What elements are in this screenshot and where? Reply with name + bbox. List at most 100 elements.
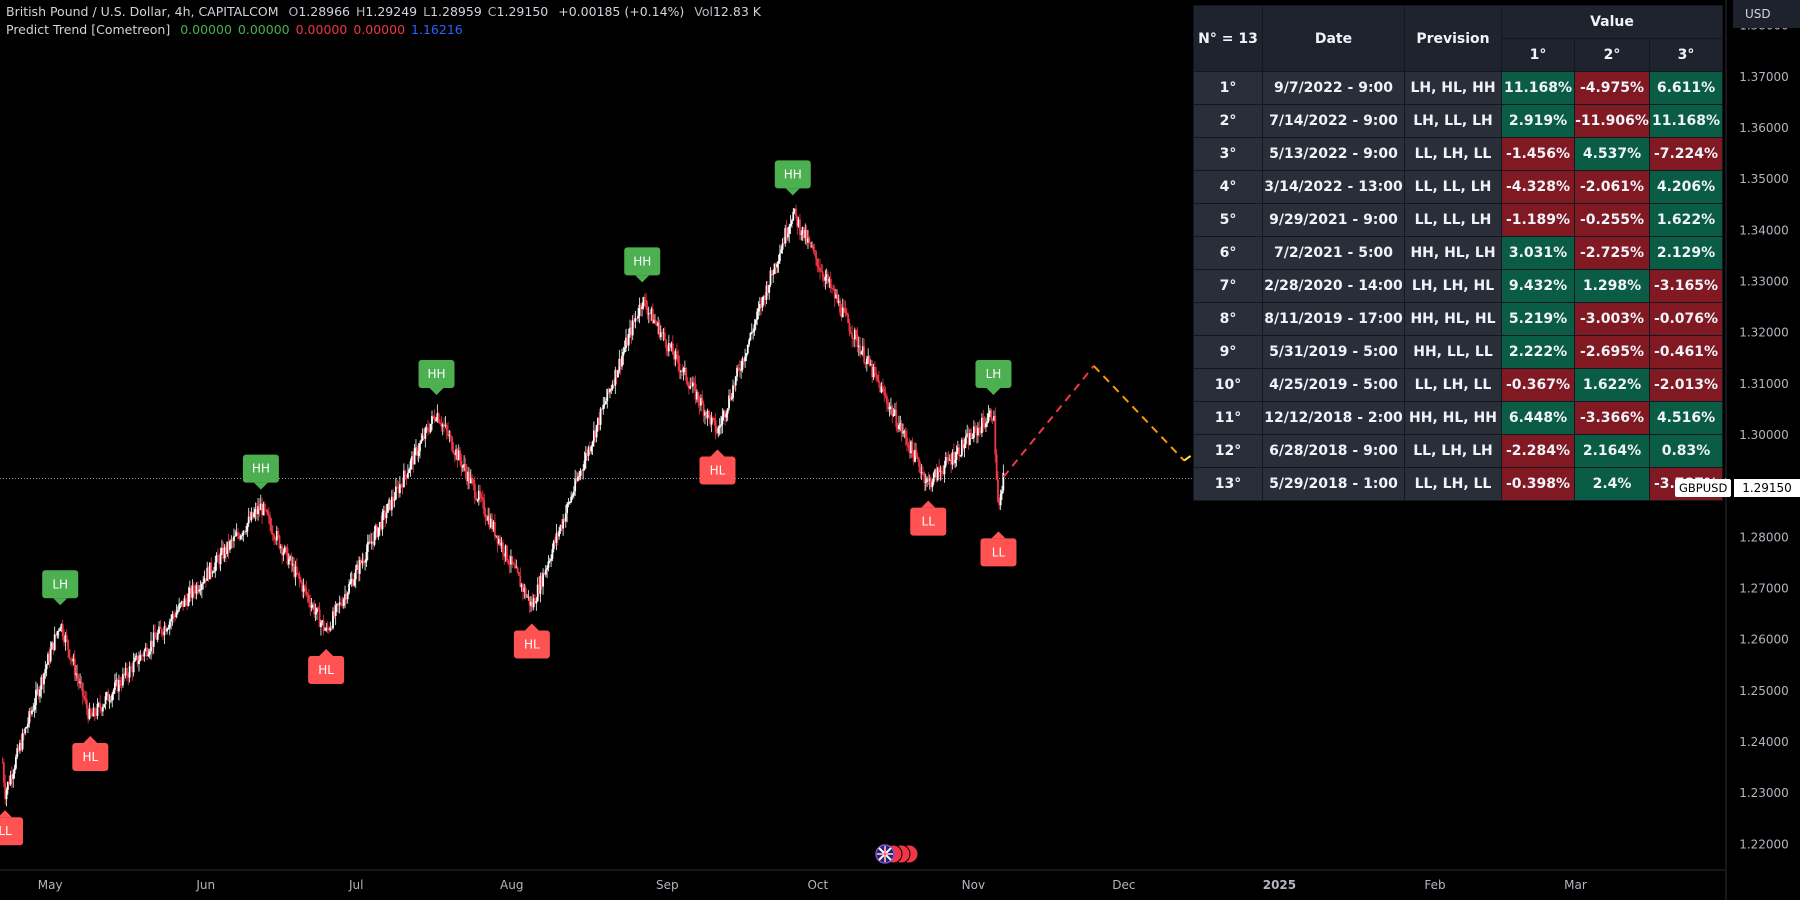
row-value-3: -2.013% [1649, 368, 1723, 402]
price-change: +0.00185 (+0.14%) [558, 4, 685, 19]
candle-body [324, 629, 326, 631]
candle-body [745, 353, 748, 357]
candle-body [629, 327, 631, 335]
candle-body [916, 456, 919, 460]
candle-body [73, 658, 76, 675]
candle-body [36, 689, 39, 691]
candle-body [295, 566, 298, 574]
time-tick-label: Dec [1112, 878, 1135, 892]
candle-body [879, 383, 882, 393]
candle-body [769, 270, 772, 285]
candle-body [709, 415, 712, 425]
candle-body [61, 624, 64, 637]
candle-body [178, 604, 181, 611]
candle-body [223, 547, 226, 559]
ohlc-value: 1.28959 [430, 4, 482, 19]
candle-body [959, 455, 962, 457]
candle-body [464, 464, 467, 472]
swing-marker-lh[interactable]: LH [975, 359, 1012, 395]
swing-marker-hl[interactable]: HL [308, 649, 345, 685]
candle-body [246, 523, 249, 532]
candle-body [981, 417, 983, 434]
candle-body [321, 620, 324, 623]
candle-body [645, 299, 647, 308]
candle-body [80, 681, 83, 684]
candle-body [733, 385, 736, 387]
candle-body [251, 512, 254, 518]
flag-icons[interactable] [871, 843, 921, 865]
candle-body [342, 599, 345, 606]
candle-body [538, 584, 540, 594]
candle-body [100, 708, 103, 712]
candle-body [298, 574, 301, 580]
candle-body [286, 547, 289, 565]
swing-marker-hh[interactable]: HH [418, 359, 455, 395]
candle-body [348, 583, 350, 593]
candle-body [813, 250, 816, 252]
candle-body [956, 447, 959, 452]
time-tick-label: Mar [1564, 878, 1587, 892]
candle-body [835, 294, 837, 299]
swing-marker-hh[interactable]: HH [774, 160, 811, 196]
price-tick-label: 1.22000 [1739, 837, 1789, 851]
swing-marker-hl[interactable]: HL [699, 449, 736, 485]
candle-body [87, 708, 90, 719]
candle-body [594, 430, 597, 438]
swing-marker-ll[interactable]: LL [0, 810, 24, 846]
candle-body [712, 417, 714, 419]
candle-body [875, 373, 878, 375]
candle-body [496, 535, 499, 544]
candle-body [667, 343, 670, 352]
candle-body [815, 251, 817, 259]
row-value-2: -2.695% [1574, 335, 1650, 369]
candle-body [898, 424, 900, 430]
candle-body [894, 409, 896, 415]
candle-body [650, 308, 653, 314]
swing-marker-ll[interactable]: LL [980, 531, 1017, 567]
candle-body [180, 601, 183, 604]
swing-marker-hl[interactable]: HL [513, 623, 550, 659]
candle-body [734, 376, 737, 386]
candle-body [787, 233, 789, 238]
candle-body [948, 459, 951, 461]
candle-body [910, 441, 912, 454]
swing-marker-hh[interactable]: HH [242, 454, 279, 490]
candle-body [55, 634, 57, 636]
row-number: 4° [1193, 170, 1263, 204]
candle-body [281, 546, 284, 556]
candle-body [322, 620, 325, 631]
marker-label: HL [318, 663, 334, 677]
candle-body [59, 628, 61, 632]
candle-body [451, 436, 453, 451]
candle-body [939, 470, 942, 472]
ohlc-label: C [487, 4, 497, 19]
swing-marker-lh[interactable]: LH [42, 570, 79, 606]
table-row: 10° 4/25/2019 - 5:00 LL, LH, LL -0.367% 1.62… [1193, 368, 1723, 402]
swing-marker-hh[interactable]: HH [624, 247, 661, 283]
candle-body [44, 669, 47, 674]
candle-body [938, 467, 940, 472]
candle-body [199, 589, 202, 591]
candle-body [293, 564, 296, 577]
candle-body [297, 573, 300, 575]
indicator-name[interactable]: Predict Trend [Cometreon] [6, 22, 171, 37]
candle-body [511, 556, 514, 564]
candle-body [796, 215, 799, 227]
candle-body [326, 627, 329, 629]
swing-marker-ll[interactable]: LL [910, 500, 947, 536]
candle-body [720, 424, 722, 427]
currency-button[interactable]: USD [1733, 0, 1800, 28]
candle-body [761, 296, 764, 308]
candle-body [85, 699, 88, 709]
symbol-title[interactable]: British Pound / U.S. Dollar, 4h, CAPITAL… [6, 4, 279, 19]
candle-body [599, 408, 602, 425]
marker-box [0, 817, 24, 846]
candle-body [261, 503, 263, 516]
candle-body [675, 351, 678, 355]
swing-marker-hl[interactable]: HL [72, 736, 109, 772]
candle-body [262, 504, 265, 516]
candle-body [381, 512, 384, 530]
candle-body [101, 707, 104, 712]
candle-body [448, 435, 451, 436]
